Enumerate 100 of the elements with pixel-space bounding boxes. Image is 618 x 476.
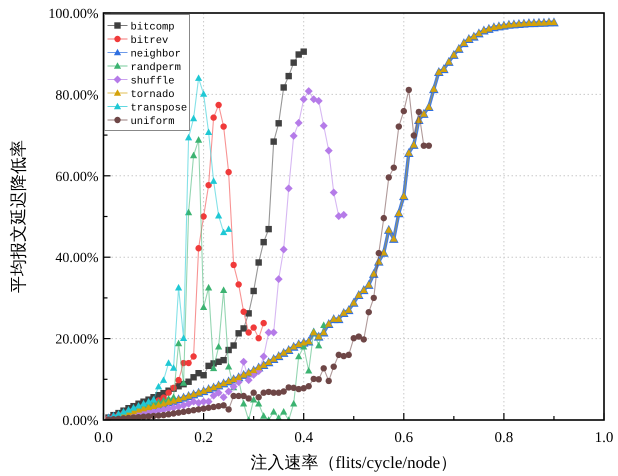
legend-label: shuffle	[130, 76, 175, 88]
point	[230, 262, 237, 268]
point	[300, 48, 307, 55]
point	[300, 95, 308, 104]
point	[215, 102, 222, 108]
point	[184, 208, 192, 216]
point	[225, 168, 232, 176]
point	[225, 362, 232, 370]
point	[270, 408, 278, 415]
point	[205, 128, 212, 136]
point	[290, 400, 298, 407]
point	[260, 238, 267, 246]
point	[314, 96, 323, 105]
point	[200, 213, 207, 220]
point	[275, 120, 282, 126]
point	[225, 346, 232, 354]
point	[280, 408, 288, 415]
point	[235, 281, 242, 288]
point	[280, 245, 288, 254]
point	[195, 245, 202, 252]
point	[240, 400, 248, 407]
point	[280, 84, 287, 91]
x-tick-label: 0.4	[294, 430, 314, 446]
x-tick-label: 1.0	[594, 430, 614, 446]
legend-label: bitrev	[130, 35, 168, 47]
point	[205, 284, 212, 291]
point	[210, 364, 218, 372]
point	[330, 188, 338, 196]
point	[324, 146, 333, 155]
point	[310, 95, 318, 104]
point	[220, 286, 228, 293]
point	[244, 376, 253, 384]
point	[160, 376, 168, 383]
x-tick-label: 0.0	[94, 430, 113, 446]
point	[154, 382, 162, 390]
x-tick-label: 0.6	[394, 430, 414, 446]
point	[210, 177, 218, 184]
point	[230, 342, 237, 349]
point	[320, 122, 328, 130]
point	[235, 330, 242, 337]
point	[164, 359, 172, 366]
point	[210, 392, 218, 400]
point	[240, 308, 247, 315]
y-tick-label: 20.00%	[55, 332, 99, 348]
point	[214, 388, 223, 397]
point	[224, 388, 233, 396]
point	[200, 303, 208, 310]
point	[180, 334, 188, 341]
point	[250, 396, 258, 402]
legend-label: randperm	[130, 62, 181, 74]
point	[284, 184, 293, 192]
point	[270, 138, 277, 145]
point	[174, 340, 182, 346]
point	[225, 225, 232, 232]
point	[260, 320, 267, 326]
legend-label: transpose	[130, 102, 188, 114]
point	[250, 288, 257, 294]
point	[240, 358, 248, 366]
point	[240, 325, 247, 332]
point	[185, 360, 192, 366]
point	[220, 356, 227, 364]
point	[194, 136, 202, 143]
point	[260, 352, 268, 361]
point	[245, 329, 252, 336]
point	[255, 400, 262, 407]
point	[260, 412, 268, 419]
x-tick-label: 0.8	[494, 430, 514, 446]
point	[315, 342, 322, 348]
x-axis-title: 注入速率（flits/cycle/node）	[250, 453, 458, 472]
y-tick-label: 100.00%	[48, 7, 99, 22]
point	[170, 364, 178, 371]
y-axis-title: 平均报文延迟降低率	[9, 140, 28, 293]
point	[200, 90, 208, 97]
point	[215, 212, 222, 218]
y-tick-label: 0.00%	[62, 414, 99, 429]
point	[255, 259, 262, 266]
legend-label: uniform	[130, 116, 175, 128]
point	[320, 321, 328, 328]
point	[285, 72, 292, 80]
point	[295, 352, 302, 360]
point	[205, 182, 212, 188]
x-tick-label: 0.2	[194, 430, 213, 446]
point	[215, 342, 222, 350]
point	[184, 400, 193, 408]
legend-label: neighbor	[130, 48, 181, 60]
point	[294, 118, 303, 127]
point	[190, 152, 198, 158]
point	[190, 353, 197, 360]
point	[290, 59, 297, 66]
point	[220, 123, 227, 130]
point	[274, 275, 283, 284]
point	[245, 310, 252, 317]
legend-label: bitcomp	[130, 22, 175, 34]
point	[250, 324, 257, 331]
point	[174, 284, 182, 291]
point	[265, 226, 272, 232]
point	[304, 87, 313, 96]
point	[290, 132, 298, 140]
point	[305, 366, 312, 374]
y-tick-label: 80.00%	[55, 88, 99, 104]
